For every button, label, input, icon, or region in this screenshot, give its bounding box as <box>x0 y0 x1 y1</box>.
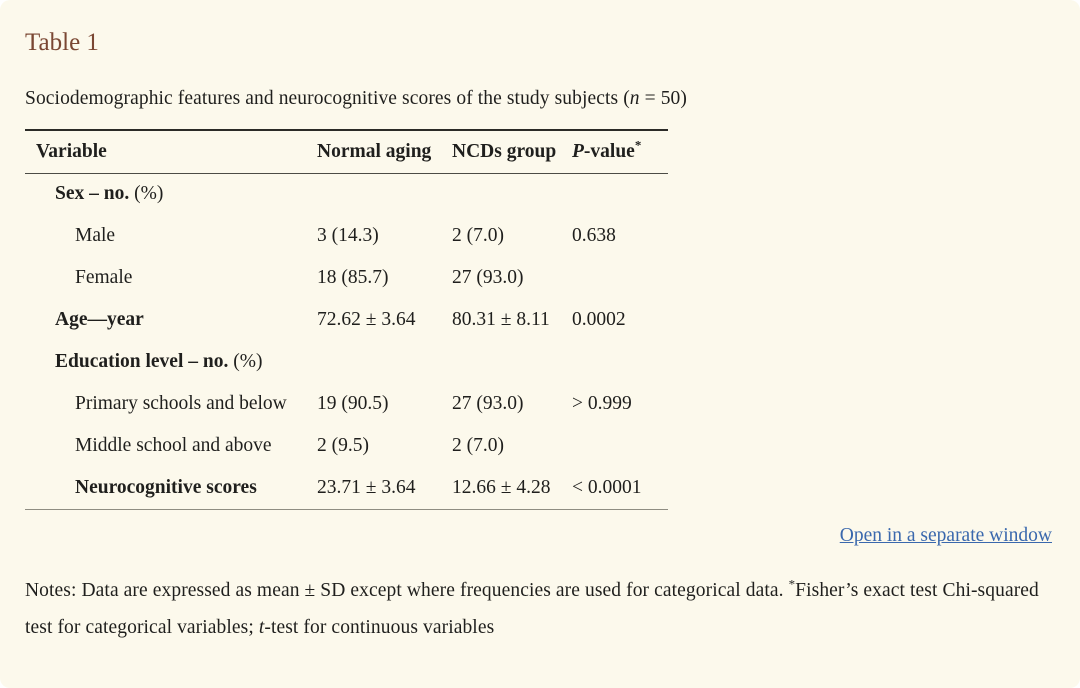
row-value: 27 (93.0) <box>452 267 524 288</box>
row-label: Primary schools and below <box>75 393 287 414</box>
notes-asterisk: * <box>788 576 796 591</box>
caption-n-variable: n <box>629 88 640 109</box>
row-value: 3 (14.3) <box>317 225 379 246</box>
link-row: Open in a separate window <box>25 525 1052 547</box>
notes-text-2: Fisher’s exact test Chi-squared test for… <box>25 579 1039 638</box>
table-notes: Notes: Data are expressed as mean ± SD e… <box>25 572 1055 646</box>
table-row: Neurocognitive scores 23.71 ± 3.64 12.66 ±… <box>25 467 668 509</box>
row-value: 0.638 <box>572 225 616 246</box>
row-label: Female <box>75 267 133 288</box>
table-row: Sex – no. (%) <box>25 173 668 215</box>
notes-text-3: -test for continuous variables <box>264 616 495 638</box>
row-value: 0.0002 <box>572 309 626 330</box>
row-label: Middle school and above <box>75 435 272 456</box>
notes-italic-t: t <box>258 616 265 638</box>
header-p-italic: P <box>572 140 584 162</box>
row-value <box>317 173 452 215</box>
header-normal-aging: Normal aging <box>317 140 432 162</box>
row-label: Education level – no. (%) <box>55 351 263 372</box>
caption-text-end: = 50) <box>639 88 687 109</box>
row-value <box>572 173 668 215</box>
table-caption: Sociodemographic features and neurocogni… <box>25 88 1052 110</box>
notes-text-1: Notes: Data are expressed as mean ± SD e… <box>25 579 789 601</box>
header-p-asterisk: * <box>634 137 642 153</box>
row-label: Sex – no. (%) <box>55 183 164 205</box>
row-value: < 0.0001 <box>572 476 642 498</box>
data-table: Variable Normal aging NCDs group P-value… <box>25 129 668 510</box>
row-value <box>317 341 452 383</box>
table-row: Education level – no. (%) <box>25 341 668 383</box>
header-variable: Variable <box>36 140 107 162</box>
row-value: 2 (7.0) <box>452 435 504 456</box>
table-row: Primary schools and below 19 (90.5) 27 (93… <box>25 383 668 425</box>
table-row: Middle school and above 2 (9.5) 2 (7.0) <box>25 425 668 467</box>
row-value <box>452 341 572 383</box>
open-separate-window-link[interactable]: Open in a separate window <box>839 524 1052 546</box>
row-value <box>572 341 668 383</box>
row-value: > 0.999 <box>572 393 632 414</box>
table-body: Sex – no. (%) Male 3 (14.3) 2 (7.0) 0.638 Fem… <box>25 173 668 509</box>
row-value: 80.31 ± 8.11 <box>452 309 550 330</box>
table-header-row: Variable Normal aging NCDs group P-value… <box>25 130 668 173</box>
table-row: Male 3 (14.3) 2 (7.0) 0.638 <box>25 215 668 257</box>
header-ncds-group: NCDs group <box>452 140 557 162</box>
row-value <box>452 173 572 215</box>
row-label: Age—year <box>55 309 144 330</box>
row-label: Neurocognitive scores <box>75 476 257 498</box>
table-title: Table 1 <box>25 29 99 56</box>
row-value <box>572 257 668 299</box>
row-value: 2 (9.5) <box>317 435 369 456</box>
row-value: 23.71 ± 3.64 <box>317 476 416 498</box>
row-value: 2 (7.0) <box>452 225 504 246</box>
row-value: 27 (93.0) <box>452 393 524 414</box>
row-value: 12.66 ± 4.28 <box>452 476 551 498</box>
row-value <box>572 425 668 467</box>
row-value: 19 (90.5) <box>317 393 389 414</box>
header-p-rest: -value <box>583 140 635 162</box>
table-row: Female 18 (85.7) 27 (93.0) <box>25 257 668 299</box>
caption-text: Sociodemographic features and neurocogni… <box>25 88 630 109</box>
row-value: 18 (85.7) <box>317 267 389 288</box>
header-p-value: P-value* <box>572 130 668 173</box>
table-row: Age—year 72.62 ± 3.64 80.31 ± 8.11 0.0002 <box>25 299 668 341</box>
row-value: 72.62 ± 3.64 <box>317 309 416 330</box>
row-label: Male <box>75 225 116 246</box>
